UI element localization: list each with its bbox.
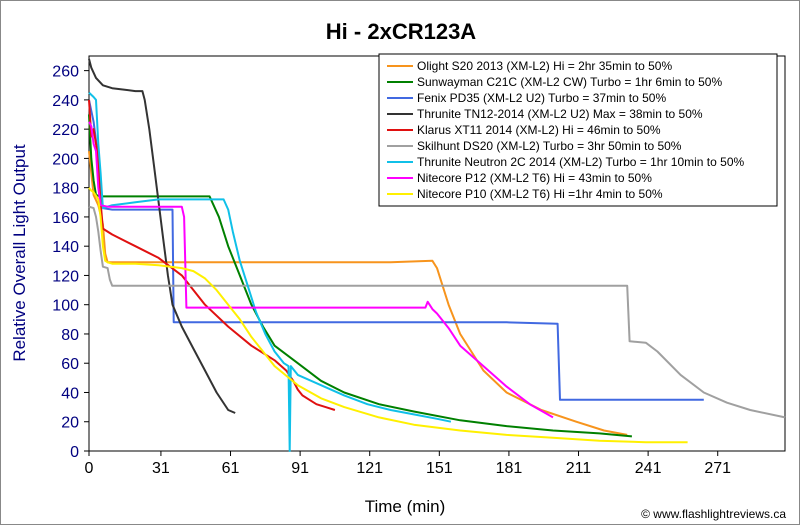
legend-entry: Sunwayman C21C (XM-L2 CW) Turbo = 1hr 6m… xyxy=(417,75,722,89)
x-tick-label: 0 xyxy=(85,460,94,477)
y-tick-label: 240 xyxy=(52,93,79,110)
y-tick-label: 200 xyxy=(52,151,79,168)
y-tick-label: 60 xyxy=(61,356,79,373)
y-axis-label: Relative Overall Light Output xyxy=(10,144,29,362)
legend-entry: Nitecore P12 (XM-L2 T6) Hi = 43min to 50… xyxy=(417,171,652,185)
chart-title: Hi - 2xCR123A xyxy=(326,19,477,44)
y-axis: 0 20 40 60 80 100 120 140 160 180 200 220 240 260 xyxy=(52,64,89,461)
x-tick-label: 121 xyxy=(356,460,383,477)
series-lines xyxy=(88,58,786,452)
y-tick-label: 120 xyxy=(52,268,79,285)
x-tick-label: 151 xyxy=(426,460,453,477)
series-line-6 xyxy=(88,205,786,419)
series-line-4 xyxy=(88,58,236,414)
y-tick-label: 100 xyxy=(52,298,79,315)
legend-entry: Klarus XT11 2014 (XM-L2) Hi = 46min to 5… xyxy=(417,123,661,137)
legend-entry: Thrunite Neutron 2C 2014 (XM-L2) Turbo =… xyxy=(417,155,745,169)
legend-entry: Skilhunt DS20 (XM-L2) Turbo = 3hr 50min … xyxy=(417,139,682,153)
legend-entry: Olight S20 2013 (XM-L2) Hi = 2hr 35min t… xyxy=(417,59,672,73)
y-tick-label: 260 xyxy=(52,64,79,81)
x-tick-label: 31 xyxy=(152,460,170,477)
x-axis-label: Time (min) xyxy=(365,497,446,516)
y-tick-label: 220 xyxy=(52,122,79,139)
legend-entry: Thrunite TN12-2014 (XM-L2 U2) Max = 38mi… xyxy=(417,107,703,121)
credit-text: © www.flashlightreviews.ca xyxy=(641,507,786,521)
x-tick-label: 211 xyxy=(566,460,592,477)
legend-box xyxy=(378,53,778,207)
x-tick-label: 61 xyxy=(222,460,240,477)
x-axis: 0 31 61 91 121 151 181 211 241 271 xyxy=(85,451,731,477)
series-line-9 xyxy=(88,187,688,444)
legend-entry: Nitecore P10 (XM-L2 T6) Hi =1hr 4min to … xyxy=(417,187,663,201)
legend-entry: Fenix PD35 (XM-L2 U2) Turbo = 37min to 5… xyxy=(417,91,666,105)
y-tick-label: 160 xyxy=(52,210,79,227)
y-tick-label: 140 xyxy=(52,239,79,256)
y-tick-label: 40 xyxy=(61,385,79,402)
x-tick-label: 271 xyxy=(704,460,731,477)
y-tick-label: 80 xyxy=(61,327,79,344)
series-line-8 xyxy=(88,121,554,419)
legend: Olight S20 2013 (XM-L2) Hi = 2hr 35min t… xyxy=(378,53,778,207)
series-line-7 xyxy=(88,91,452,452)
x-tick-label: 91 xyxy=(291,460,309,477)
x-tick-label: 241 xyxy=(635,460,662,477)
y-tick-label: 20 xyxy=(61,415,79,432)
x-tick-label: 181 xyxy=(496,460,523,477)
y-tick-label: 0 xyxy=(70,444,79,461)
series-line-5 xyxy=(88,99,336,411)
y-tick-label: 180 xyxy=(52,181,79,198)
